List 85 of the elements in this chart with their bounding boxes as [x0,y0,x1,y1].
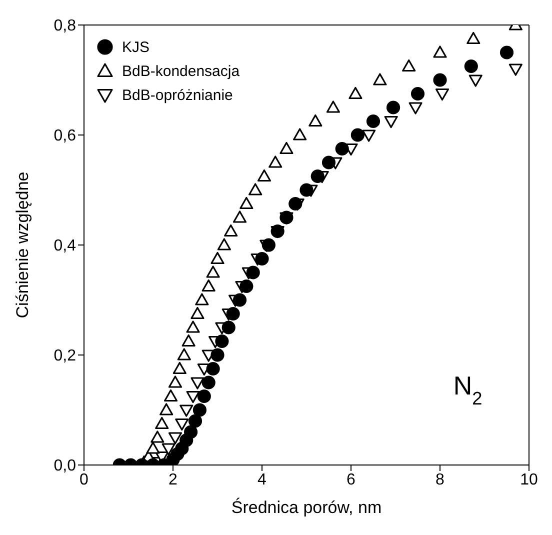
point [240,279,254,294]
x-tick-label: 10 [520,471,538,488]
y-tick-label: 0,0 [54,458,76,475]
point [175,418,189,431]
point [433,46,447,58]
point [362,130,376,142]
point [500,46,514,60]
point [186,320,200,333]
point [335,142,349,156]
point [468,74,482,87]
point [190,306,204,320]
point [160,403,174,416]
point [464,59,478,74]
point [224,224,238,237]
point [217,238,231,250]
point [410,86,425,101]
x-tick-label: 6 [346,471,356,488]
x-tick-label: 8 [436,471,445,488]
point [310,169,324,184]
point [366,114,380,128]
point [386,100,400,114]
point [300,183,314,197]
point [186,390,200,404]
point [508,64,522,76]
y-tick-label: 0,8 [54,18,76,35]
point [257,169,272,182]
point [168,376,182,388]
y-tick-label: 0,4 [54,238,76,255]
point [182,334,196,347]
point [308,114,322,127]
point [150,430,164,443]
point [240,196,254,210]
point [206,362,220,376]
point [384,116,398,128]
point [222,320,236,334]
point [180,404,194,417]
annotation: N$_{2}$ [453,370,482,409]
y-tick-label: 0,2 [54,348,76,365]
point [155,416,169,430]
point [322,156,336,170]
point [197,389,211,404]
point [184,425,198,439]
point [268,156,282,168]
x-axis-title: Średnica porów, nm [231,497,382,517]
point [195,293,209,306]
point [280,142,294,154]
y-axis-title: Ciśnienie względne [13,172,32,318]
point [215,334,229,348]
point [202,279,216,292]
point [408,102,422,114]
point [466,32,480,44]
legend-label: KJS [122,38,150,56]
point [293,128,307,140]
point [348,86,362,100]
point [168,432,182,444]
point [177,348,191,360]
x-tick-label: 4 [258,471,267,488]
point [435,88,450,101]
point [402,59,416,72]
point [350,128,364,142]
point [326,100,340,113]
point [373,73,387,86]
x-tick-label: 2 [168,471,178,488]
point [162,443,176,456]
legend-label: BdB-kondensacja [122,62,240,80]
point [202,376,216,390]
point [206,266,220,278]
y-tick-label: 0,6 [54,128,76,145]
point [246,266,260,280]
point [210,348,224,362]
point [433,73,447,87]
point [255,252,269,266]
point [172,362,186,374]
point [188,414,202,428]
point [232,293,247,307]
legend-label: BdB-opróżnianie [122,86,233,104]
point [210,252,224,264]
point [226,306,240,321]
point [164,389,178,402]
point [192,403,206,417]
point [232,210,247,223]
x-tick-label: 0 [80,471,89,488]
point [190,377,204,390]
point [146,442,160,454]
point [248,183,262,196]
